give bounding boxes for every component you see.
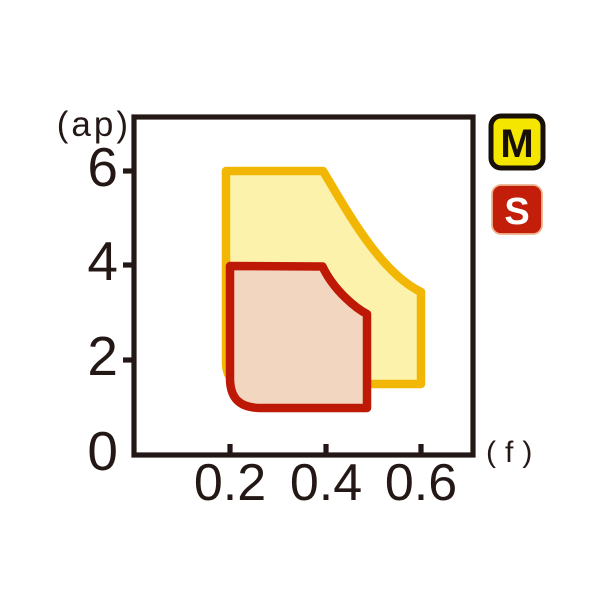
svg-text:0.4: 0.4	[290, 454, 362, 512]
svg-text:0.6: 0.6	[385, 454, 457, 512]
svg-text:0.2: 0.2	[194, 454, 266, 512]
svg-text:M: M	[500, 122, 533, 166]
svg-text:S: S	[504, 191, 529, 233]
svg-text:(f): (f)	[486, 436, 541, 469]
svg-text:6: 6	[87, 136, 118, 198]
svg-text:4: 4	[87, 230, 118, 292]
svg-text:0: 0	[87, 420, 118, 482]
svg-text:2: 2	[87, 325, 118, 387]
